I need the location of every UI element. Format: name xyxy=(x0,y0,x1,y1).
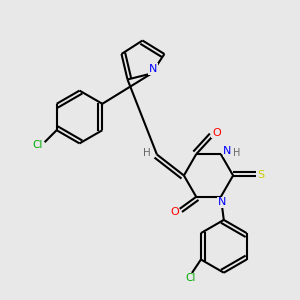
Text: N: N xyxy=(149,64,157,74)
Text: N: N xyxy=(223,146,232,156)
Text: O: O xyxy=(212,128,221,138)
Text: H: H xyxy=(142,148,150,158)
Text: Cl: Cl xyxy=(185,273,196,284)
Text: N: N xyxy=(218,197,226,207)
Text: Cl: Cl xyxy=(33,140,43,150)
Text: H: H xyxy=(233,148,240,158)
Text: S: S xyxy=(257,170,265,181)
Text: O: O xyxy=(170,207,179,217)
